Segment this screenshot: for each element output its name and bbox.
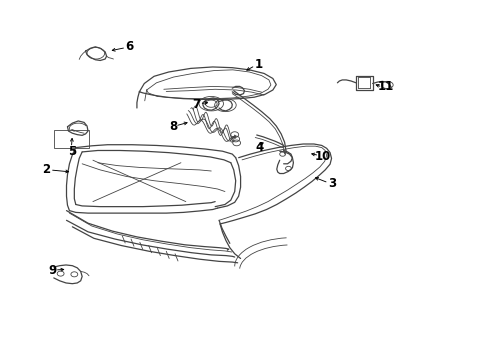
Text: 5: 5 <box>68 145 76 158</box>
Text: 6: 6 <box>125 40 133 53</box>
Text: 10: 10 <box>314 150 330 163</box>
Text: 1: 1 <box>255 58 263 71</box>
Text: 3: 3 <box>328 177 336 190</box>
FancyBboxPatch shape <box>54 130 89 148</box>
Text: 7: 7 <box>192 98 200 111</box>
Text: 2: 2 <box>42 163 50 176</box>
Text: 11: 11 <box>377 80 394 93</box>
Text: 8: 8 <box>169 120 177 133</box>
Text: 9: 9 <box>49 264 57 277</box>
Text: 4: 4 <box>255 141 263 154</box>
